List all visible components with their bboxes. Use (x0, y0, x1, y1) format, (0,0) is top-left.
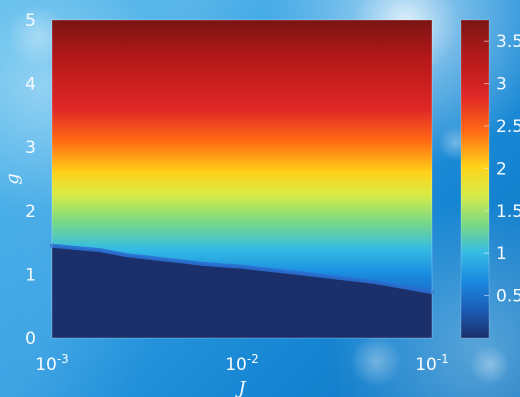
y-tick-label: 0 (25, 329, 36, 349)
heatmap-low-region (52, 245, 432, 338)
colorbar-tick-label: 2 (496, 159, 507, 179)
plot-frame (51, 19, 433, 339)
colorbar-tick-label: 0.5 (496, 287, 520, 307)
colorbar-tick-label: 3 (496, 75, 507, 95)
x-axis-label: J (234, 378, 247, 397)
colorbar (461, 20, 489, 338)
colorbar-tick-label: 3.5 (496, 32, 520, 52)
y-axis-label: g (2, 173, 23, 185)
y-tick-label: 3 (25, 138, 36, 158)
threshold-boundary (50, 243, 434, 295)
colorbar-tick-label: 1.5 (496, 202, 520, 222)
y-tick-label: 4 (25, 75, 36, 95)
colorbar-tick-label: 2.5 (496, 117, 520, 137)
colorbar-frame (460, 19, 490, 339)
x-tick-label: 10-3 (35, 352, 69, 375)
x-tick-label: 10-1 (415, 352, 449, 375)
y-tick-label: 5 (25, 11, 36, 31)
y-tick-label: 1 (25, 265, 36, 285)
x-tick-label: 10-2 (225, 352, 259, 375)
colorbar-tick-label: 1 (496, 244, 507, 264)
y-tick-label: 2 (25, 202, 36, 222)
